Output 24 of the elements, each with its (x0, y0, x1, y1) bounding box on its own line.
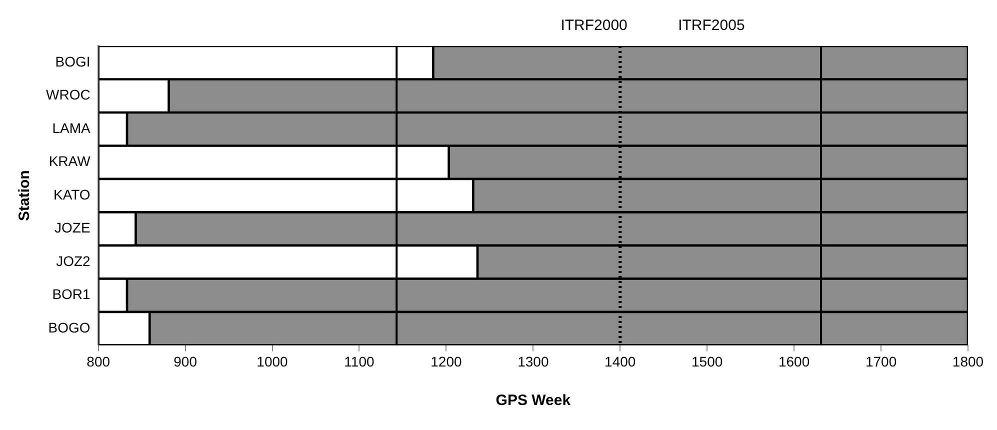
y-tick-label: WROC (46, 86, 90, 103)
x-tick-label: 1200 (430, 353, 462, 370)
x-tick-label: 1700 (865, 353, 897, 370)
x-tick-label: 1400 (604, 353, 636, 370)
y-tick-label: KATO (53, 186, 90, 202)
y-tick-label: JOZ2 (56, 252, 91, 269)
x-axis-title: GPS Week (496, 392, 572, 410)
x-tick-label: 1600 (778, 353, 810, 370)
x-tick-label: 1800 (952, 353, 984, 370)
y-axis-title: Station (16, 170, 34, 222)
x-tick-label: 800 (86, 353, 110, 370)
x-tick-label: 900 (174, 353, 198, 370)
x-tick-label: 1500 (692, 353, 723, 370)
y-tick-label: KRAW (48, 153, 92, 170)
y-tick-label: BOGI (55, 53, 90, 70)
x-tick-label: 1000 (256, 353, 288, 370)
y-tick-label: BOR1 (52, 286, 91, 302)
x-tick-label: 1300 (518, 353, 549, 370)
y-tick-label: LAMA (52, 120, 91, 136)
x-tick-label: 1100 (344, 353, 374, 370)
y-tick-label: BOGO (48, 319, 90, 336)
text: ITRF2005 (678, 17, 745, 34)
text: ITRF2000 (560, 17, 628, 34)
y-tick-label: JOZE (54, 220, 90, 236)
